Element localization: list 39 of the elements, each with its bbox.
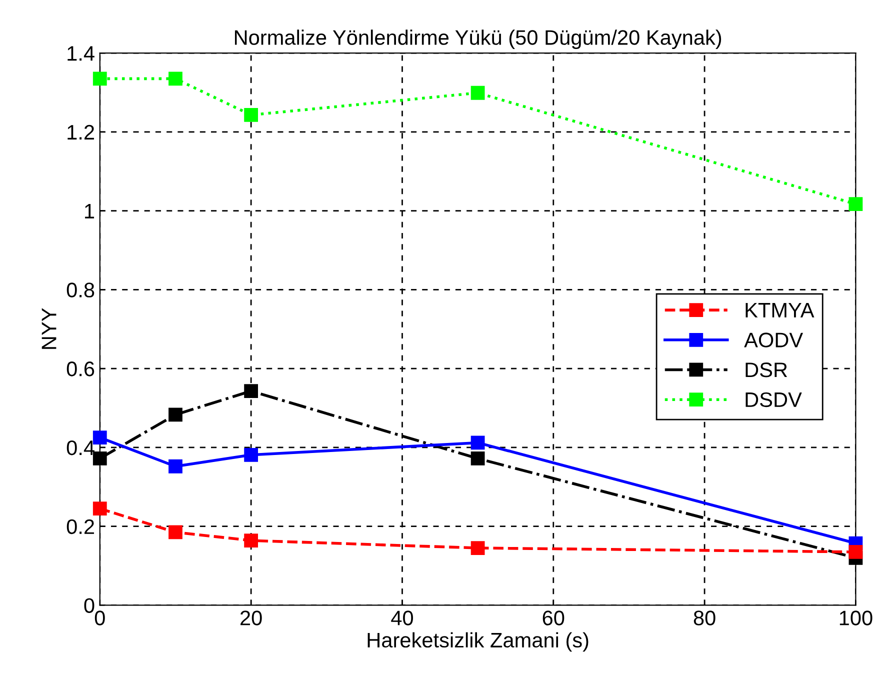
- x-tick-label: 100: [840, 610, 872, 626]
- point: [168, 408, 182, 422]
- y-tick-label: 1.2: [68, 124, 94, 140]
- point: [244, 108, 258, 122]
- y-axis-title: NYY: [42, 308, 56, 349]
- point: [470, 452, 485, 466]
- y-tick-label: 0.2: [66, 519, 94, 534]
- y-tick-label: 0.8: [66, 282, 94, 298]
- y-tick-label: 1: [85, 204, 94, 218]
- x-tick-label: 60: [542, 610, 564, 626]
- point: [168, 459, 182, 474]
- point: [244, 448, 258, 462]
- point: [848, 197, 863, 212]
- x-axis-title: Hareketsizlik Zamani (s): [368, 632, 588, 652]
- point: [168, 72, 182, 86]
- point: [92, 72, 107, 86]
- chart-title: Normalize Yönlendirme Yükü (50 Dügüm/20 Kaynak): [234, 30, 722, 50]
- x-tick-label: 40: [391, 610, 413, 626]
- legend-label: DSR: [746, 362, 788, 378]
- point: [470, 436, 485, 450]
- point: [92, 452, 107, 466]
- point: [470, 541, 485, 555]
- x-tick-label: 80: [694, 610, 716, 626]
- legend-label: AODV: [744, 332, 804, 348]
- point: [244, 384, 258, 398]
- legend-label: KTMYA: [746, 303, 814, 318]
- x-tick-label: 0: [94, 610, 105, 626]
- point: [848, 545, 863, 559]
- y-tick-label: 1.4: [68, 46, 94, 61]
- point: [470, 86, 485, 100]
- legend-label: DSDV: [746, 392, 802, 408]
- point: [92, 502, 107, 516]
- x-tick-label: 20: [240, 610, 262, 626]
- point: [168, 525, 182, 540]
- point: [244, 534, 258, 548]
- y-tick-label: 0.6: [66, 362, 94, 376]
- y-tick-label: 0.4: [66, 440, 94, 456]
- point: [92, 430, 107, 445]
- y-tick-label: 0: [84, 598, 94, 613]
